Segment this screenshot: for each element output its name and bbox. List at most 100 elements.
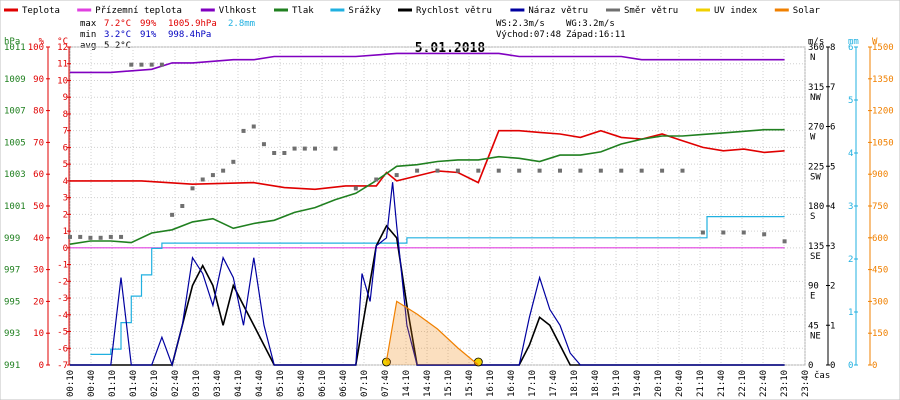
x-tick-15: 07:40: [381, 370, 391, 397]
axis-pct-tick-9: 90: [33, 75, 44, 85]
axis-dir-tick-0: 0: [808, 361, 813, 371]
wind-dir-point-21: [282, 151, 287, 155]
wind-dir-point-20: [272, 151, 277, 155]
axis-temp-tick-9: 2: [63, 210, 68, 220]
x-tick-20: 16:10: [486, 370, 496, 397]
axis-temp-tick-10: 3: [63, 194, 68, 204]
wind-dir-point-4: [108, 234, 113, 239]
wind-dir-point-17: [241, 128, 246, 133]
wind-dir-point-8: [149, 62, 154, 67]
axis-dir-tick-6: 270: [808, 123, 824, 133]
stat-min-hum: 91%: [140, 30, 157, 40]
plot-grid: 00:10 00:40 01:10 01:40 02:10 02:40 03:10 03:40…: [66, 46, 811, 397]
wind-dir-point-13: [200, 177, 205, 182]
axis-ms-tick-0: 0: [830, 361, 835, 371]
wind-dir-point-14: [210, 173, 215, 178]
stat-min-press: 998.4hPa: [168, 30, 211, 40]
axis-mm-tick-2: 2: [848, 255, 853, 265]
legend-label-2: Vlhkost: [219, 6, 257, 16]
series-line-2: [70, 52, 785, 74]
legend-label-5: Rychlost větru: [416, 6, 492, 16]
axis-w-tick-4: 600: [872, 234, 888, 244]
wind-dir-point-36: [558, 168, 562, 173]
x-tick-3: 01:40: [129, 370, 139, 397]
axis-pct-tick-6: 60: [33, 170, 44, 180]
wind-dir-point-15: [221, 168, 226, 173]
x-tick-14: 07:10: [360, 370, 370, 397]
wind-dir-point-23: [302, 146, 307, 151]
axis-temp-tick-1: -6: [57, 344, 68, 354]
axis-pct-tick-4: 40: [33, 234, 44, 244]
wind-dir-point-1: [78, 234, 83, 239]
legend-label-0: Teplota: [22, 6, 60, 16]
series-line-6: [70, 182, 785, 368]
x-tick-0: 00:10: [66, 370, 76, 397]
axis-w-tick-5: 750: [872, 202, 888, 212]
axis-dir-tick-3: 135: [808, 242, 824, 252]
axis-temp-tick-6: -1: [57, 261, 68, 271]
axis-dir-name-4: S: [810, 212, 815, 222]
x-tick-25: 18:40: [591, 370, 601, 397]
x-tick-18: 15:10: [444, 370, 454, 397]
wind-dir-point-22: [292, 146, 297, 151]
axis-temp-tick-3: -4: [57, 311, 68, 321]
axis-w-tick-6: 900: [872, 170, 888, 180]
axis-dir-tick-8: 360: [808, 43, 824, 53]
axis-temp-tick-18: 11: [57, 60, 68, 70]
x-tick-22: 17:10: [528, 370, 538, 397]
series-layer: [68, 52, 787, 368]
axis-temp-tick-7: 0: [63, 244, 68, 254]
axis-temp-tick-5: -2: [57, 277, 68, 287]
x-tick-13: 06:40: [339, 370, 349, 397]
wind-dir-point-42: [680, 168, 685, 173]
wind-dir-point-10: [170, 212, 175, 217]
wind-dir-point-30: [435, 168, 440, 173]
x-tick-27: 19:40: [633, 370, 643, 397]
axis-w-tick-2: 300: [872, 297, 888, 307]
axis-w-tick-10: 1500: [872, 43, 894, 53]
x-tick-31: 21:40: [717, 370, 727, 397]
wind-ws: WS:2.3m/s: [496, 19, 545, 29]
axis-hpa-tick-6: 1003: [4, 170, 26, 180]
series-line-0: [70, 129, 785, 191]
wind-wg: WG:3.2m/s: [566, 19, 615, 29]
axis-temp-tick-19: 12: [57, 43, 68, 53]
x-tick-8: 04:10: [234, 370, 244, 397]
wind-dir-point-45: [741, 230, 746, 235]
legend-label-7: Směr větru: [624, 6, 678, 16]
stats-block: max 7.2°C 99% 1005.9hPa 2.8mm min 3.2°C …: [80, 19, 626, 51]
axis-temp-tick-16: 9: [63, 93, 68, 103]
wind-dir-point-6: [129, 62, 134, 67]
series-4: [90, 216, 785, 355]
axis-mm-tick-3: 3: [848, 202, 853, 212]
axis-dir-name-7: NW: [810, 93, 821, 103]
x-tick-29: 20:40: [675, 370, 685, 397]
wind-dir-point-33: [496, 168, 501, 173]
axis-hpa-tick-10: 1011: [4, 43, 26, 53]
axis-dir-tick-7: 315: [808, 83, 824, 93]
axis-dir-name-6: W: [810, 133, 816, 143]
axis-ms-tick-5: 5: [830, 162, 835, 172]
wind-dir-point-38: [598, 168, 603, 173]
wind-dir-point-19: [261, 142, 266, 147]
axis-temp-tick-14: 7: [63, 127, 68, 137]
axis-mm-tick-0: 0: [848, 361, 853, 371]
legend: Teplota Přízemní teplota Vlhkost Tlak Srážky…: [4, 6, 820, 16]
x-tick-34: 23:10: [780, 370, 790, 397]
wind-dir-point-44: [721, 230, 726, 235]
x-tick-7: 03:40: [213, 370, 223, 397]
wind-dir-point-41: [660, 168, 665, 173]
wind-dir-point-35: [537, 168, 542, 173]
x-tick-19: 15:40: [465, 370, 475, 397]
x-tick-28: 20:10: [654, 370, 664, 397]
axis-ms-tick-1: 1: [830, 321, 835, 331]
x-tick-21: 16:40: [507, 370, 517, 397]
wind-dir-point-40: [639, 168, 644, 173]
axis-dir-name-3: SE: [810, 252, 821, 262]
x-tick-2: 01:10: [108, 370, 118, 397]
axis-pct-tick-2: 20: [33, 297, 44, 307]
wind-dir-point-27: [374, 177, 379, 182]
axis-hpa-tick-3: 997: [4, 266, 20, 276]
axis-w-tick-8: 1200: [872, 107, 894, 117]
series-0: [70, 129, 785, 191]
